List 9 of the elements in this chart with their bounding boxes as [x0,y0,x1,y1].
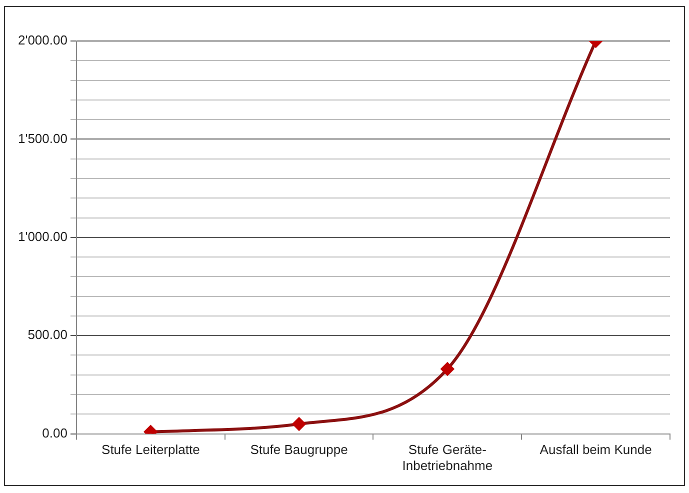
x-tick-label: Stufe Baugruppe [250,442,348,458]
y-tick-label: 0.00 [42,425,68,440]
y-tick-label: 2'000.00 [18,32,68,48]
y-tick-label: 1'000.00 [18,228,68,244]
y-tick-label: 1'500.00 [18,130,68,146]
x-tick-label: Stufe Leiterplatte [102,442,200,458]
x-tick-label: Ausfall beim Kunde [540,442,652,458]
x-tick-label: Stufe Geräte-Inbetriebnahme [402,442,493,473]
y-tick-label: 500.00 [28,327,68,342]
